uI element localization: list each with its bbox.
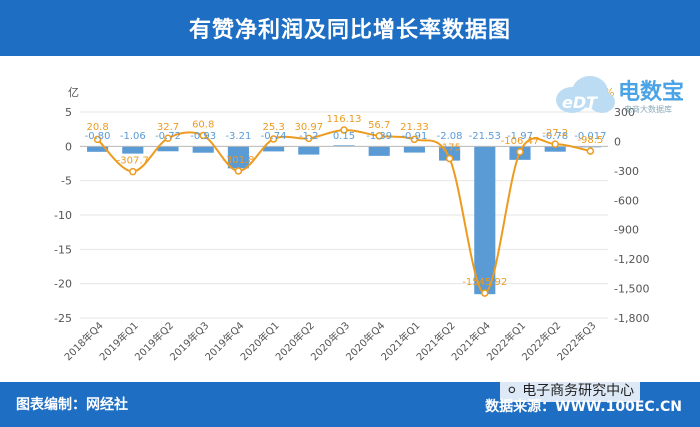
bar-data-label: -0.93 [190, 131, 216, 142]
line-data-label: 32.7 [157, 122, 179, 133]
footer-source: 数据来源：WWW.100EC.CN [485, 399, 682, 415]
bar [192, 146, 214, 153]
bar [544, 146, 566, 152]
x-tick-label: 2022年Q3 [554, 319, 598, 363]
line-data-label: 25.3 [262, 122, 284, 133]
bar [263, 146, 285, 152]
bar-data-label: -1.97 [507, 131, 533, 142]
bar-data-label: -2.08 [437, 131, 463, 142]
cloud-logo-icon: eDT [556, 76, 615, 113]
line-point [164, 134, 172, 142]
line-data-label: -106.47 [501, 136, 540, 147]
bar [87, 146, 109, 152]
line-point [481, 289, 489, 297]
right-tick-label: -900 [614, 224, 639, 237]
right-tick-label: -300 [614, 165, 639, 178]
watermark: ⚪ 电子商务研究中心 [500, 378, 641, 402]
line-data-label: -307.7 [117, 156, 149, 167]
logo-subtext: 电商大数据库 [624, 105, 672, 114]
bar-data-label: -0.017 [574, 131, 606, 142]
right-tick-label: -1,800 [614, 312, 649, 325]
right-tick-label: 0 [614, 135, 621, 148]
footer-credit: 图表编制：网经社 [16, 397, 128, 413]
line-point [445, 154, 454, 163]
right-tick-label: -600 [614, 194, 639, 207]
line-data-label: 60.8 [192, 119, 214, 130]
bar [333, 145, 355, 147]
line-point [375, 132, 383, 140]
right-axis-unit: % [604, 86, 614, 99]
line-point [199, 131, 207, 140]
watermark-text: 电子商务研究中心 [522, 383, 635, 399]
bar [122, 146, 144, 154]
bar [227, 146, 249, 169]
bar-data-label: 0.15 [333, 131, 355, 142]
chart-area: 5 0 -5 -10 -15 -20 -25 300 0 -300 -600 -900 -1,200 -1… [0, 56, 700, 382]
line-point [269, 135, 278, 143]
line-point [234, 167, 243, 175]
left-tick-label: 0 [65, 140, 72, 153]
line-data-label: -175 [438, 143, 461, 154]
line-point [516, 148, 524, 156]
line-point [129, 167, 137, 176]
left-tick-label: -25 [54, 312, 72, 325]
bar [368, 146, 390, 156]
left-tick-label: -20 [54, 278, 72, 291]
wechat-icon: ⚪ [506, 383, 518, 399]
bar-data-label: -0.72 [155, 131, 181, 142]
right-tick-label: -1,500 [614, 283, 649, 296]
growth-line [96, 129, 591, 295]
bar [157, 146, 179, 152]
line-data-label: 21.33 [400, 122, 429, 133]
left-tick-label: -5 [61, 175, 72, 188]
bar-data-label: -3.21 [225, 131, 251, 142]
chart-svg: 5 0 -5 -10 -15 -20 -25 300 0 -300 -600 -900 -1,200 -1… [54, 86, 649, 363]
svg-text:eDT: eDT [562, 93, 598, 112]
left-tick-label: -15 [54, 243, 72, 256]
bar-data-label: -0.74 [261, 131, 287, 142]
bar [403, 146, 425, 153]
bar-data-label: -0.78 [542, 131, 568, 142]
line-data-label: -301.8 [222, 155, 254, 166]
line-data-label: 20.8 [86, 122, 108, 133]
line-point [586, 147, 595, 155]
line-data-label: 56.7 [368, 120, 390, 131]
bar-data-label: -0.80 [85, 131, 111, 142]
line-data-label: 30.97 [294, 122, 323, 133]
line-point [340, 126, 348, 134]
bar-data-label: -0.91 [401, 131, 427, 142]
line-point [93, 135, 102, 144]
bar-data-label: -21.53 [469, 131, 501, 142]
logo: eDT 电数宝 电商大数据库 [552, 70, 692, 120]
right-tick-label: -1,200 [614, 253, 649, 266]
line-data-label: -98.5 [577, 135, 603, 146]
bar-data-label: -1.39 [366, 131, 392, 142]
line-point [305, 134, 313, 143]
line-data-label: -27.2 [542, 128, 568, 139]
line-data-label: -1545.92 [462, 277, 507, 288]
bar-data-label: -1.2 [299, 131, 319, 142]
chart-title: 有赞净利润及同比增长率数据图 [188, 18, 511, 43]
left-tick-label: 5 [65, 106, 72, 119]
right-tick-label: 300 [614, 106, 635, 119]
line-point [410, 135, 419, 144]
left-tick-label: -10 [54, 209, 72, 222]
line-data-label: 116.13 [327, 114, 362, 125]
bar [474, 146, 496, 295]
title-bar: 有赞净利润及同比增长率数据图 [0, 0, 700, 56]
bar [298, 146, 320, 155]
bar-data-label: -1.06 [120, 131, 146, 142]
logo-text: 电数宝 [618, 80, 685, 105]
line-point [551, 140, 559, 148]
left-axis-unit: 亿 [68, 86, 79, 99]
